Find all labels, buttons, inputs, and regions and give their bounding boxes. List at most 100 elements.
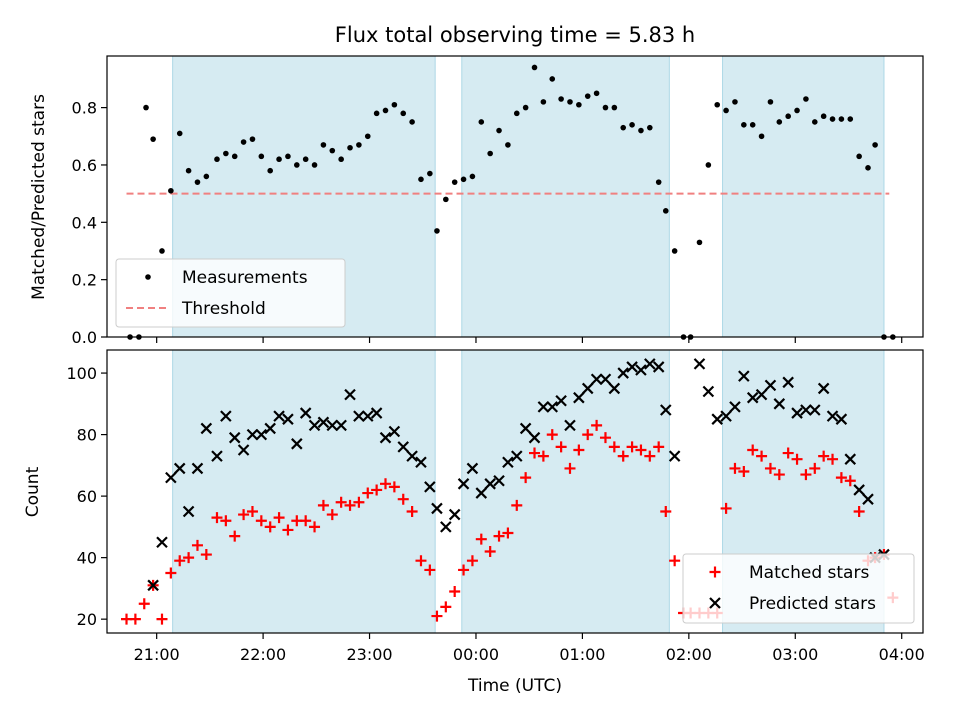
legend-marker bbox=[145, 274, 151, 280]
matched-star-point bbox=[660, 505, 672, 517]
predicted-star-point bbox=[291, 438, 303, 450]
x-tick-label: 04:00 bbox=[879, 645, 925, 664]
matched-star-point bbox=[764, 462, 776, 474]
y-tick-label: 0.8 bbox=[72, 99, 97, 118]
matched-star-point bbox=[546, 429, 558, 441]
legend-box bbox=[682, 553, 915, 624]
measurement-point bbox=[168, 187, 174, 194]
predicted-star-point bbox=[862, 493, 874, 505]
matched-star-point bbox=[835, 472, 847, 484]
predicted-star-point bbox=[353, 410, 365, 422]
matched-star-point bbox=[362, 487, 374, 499]
y-tick-label: 60 bbox=[77, 487, 97, 506]
predicted-star-point bbox=[528, 431, 541, 444]
matched-star-point bbox=[782, 447, 794, 459]
matched-star-point bbox=[484, 545, 496, 557]
count-marks bbox=[121, 358, 899, 625]
predicted-star-point bbox=[817, 382, 830, 395]
observing-window bbox=[461, 55, 670, 338]
predicted-star-point bbox=[361, 410, 374, 422]
measurement-point bbox=[185, 167, 192, 174]
matched-star-point bbox=[326, 509, 338, 521]
matched-star-point bbox=[246, 505, 258, 517]
count-plot-frame bbox=[106, 349, 924, 634]
legend-label: Measurements bbox=[182, 268, 308, 288]
matched-star-point bbox=[353, 496, 365, 508]
measurement-point bbox=[320, 142, 327, 148]
predicted-star-point bbox=[264, 422, 276, 435]
predicted-star-point bbox=[711, 413, 724, 425]
predicted-star-point bbox=[791, 407, 803, 419]
predicted-star-point bbox=[397, 441, 410, 453]
measurement-point bbox=[329, 147, 336, 154]
matched-star-point bbox=[335, 496, 347, 508]
matched-star-point bbox=[300, 515, 312, 527]
legend-label: Matched stars bbox=[749, 563, 869, 583]
measurement-point bbox=[647, 124, 653, 131]
predicted-star-point bbox=[573, 391, 585, 404]
measurement-point bbox=[576, 101, 582, 108]
predicted-star-point bbox=[502, 456, 514, 469]
predicted-star-point bbox=[156, 536, 168, 549]
count-y-axis: 20 40 60 80 100 bbox=[66, 364, 107, 629]
matched-star-point bbox=[317, 499, 329, 511]
matched-star-point bbox=[773, 469, 785, 481]
measurement-point bbox=[847, 116, 854, 122]
measurement-point bbox=[767, 99, 774, 105]
measurement-point bbox=[776, 119, 783, 125]
matched-star-point bbox=[458, 564, 470, 576]
predicted-star-point bbox=[388, 425, 401, 438]
predicted-star-point bbox=[773, 398, 786, 410]
predicted-star-point bbox=[475, 487, 488, 499]
matched-star-point bbox=[156, 613, 168, 625]
time-axis-label: Time (UTC) bbox=[467, 676, 562, 696]
predicted-star-point bbox=[738, 370, 750, 382]
measurement-point bbox=[418, 176, 424, 183]
matched-star-point bbox=[440, 601, 452, 613]
matched-star-point bbox=[220, 515, 232, 527]
x-tick-label: 01:00 bbox=[559, 645, 605, 664]
predicted-star-point bbox=[546, 401, 559, 413]
measurement-point bbox=[549, 76, 556, 82]
predicted-star-point bbox=[370, 407, 383, 419]
matched-star-point bbox=[415, 555, 427, 567]
predicted-star-point bbox=[729, 401, 741, 413]
observing-window bbox=[461, 349, 670, 634]
predicted-star-point bbox=[537, 401, 550, 413]
matched-star-point bbox=[555, 441, 567, 453]
matched-star-point bbox=[493, 530, 505, 542]
predicted-star-point bbox=[147, 579, 159, 592]
measurement-point bbox=[478, 119, 485, 125]
measurement-point bbox=[620, 124, 627, 131]
measurement-point bbox=[338, 156, 344, 163]
matched-star-point bbox=[644, 450, 656, 462]
measurement-point bbox=[505, 142, 511, 148]
measurement-point bbox=[584, 93, 591, 99]
predicted-star-point bbox=[826, 410, 839, 422]
matched-star-point bbox=[502, 527, 514, 539]
predicted-star-point bbox=[617, 367, 629, 379]
predicted-star-point bbox=[590, 373, 603, 386]
predicted-star-point bbox=[581, 382, 594, 395]
matched-star-point bbox=[599, 432, 611, 444]
y-tick-label: 0.6 bbox=[72, 156, 97, 175]
matched-star-point bbox=[653, 441, 665, 453]
measurement-point bbox=[723, 107, 729, 114]
measurement-point bbox=[347, 144, 353, 151]
matched-star-point bbox=[529, 447, 541, 459]
chart-title: Flux total observing time = 5.83 h bbox=[335, 23, 695, 47]
matched-star-point bbox=[165, 567, 177, 579]
measurement-point bbox=[249, 136, 256, 142]
measurement-point bbox=[496, 127, 502, 134]
measurement-point bbox=[705, 162, 712, 168]
measurement-point bbox=[214, 156, 220, 163]
matched-star-point bbox=[174, 555, 186, 567]
matched-star-point bbox=[729, 462, 741, 474]
count-panel: 20 40 60 80 100 21:00 22:00 23:00 00:00 01:00 02:… bbox=[23, 349, 925, 696]
predicted-star-point bbox=[720, 410, 732, 422]
predicted-star-point bbox=[484, 478, 496, 490]
matched-star-point bbox=[431, 610, 443, 622]
predicted-star-point bbox=[211, 450, 223, 462]
predicted-star-point bbox=[237, 444, 250, 456]
measurement-point bbox=[194, 179, 201, 185]
